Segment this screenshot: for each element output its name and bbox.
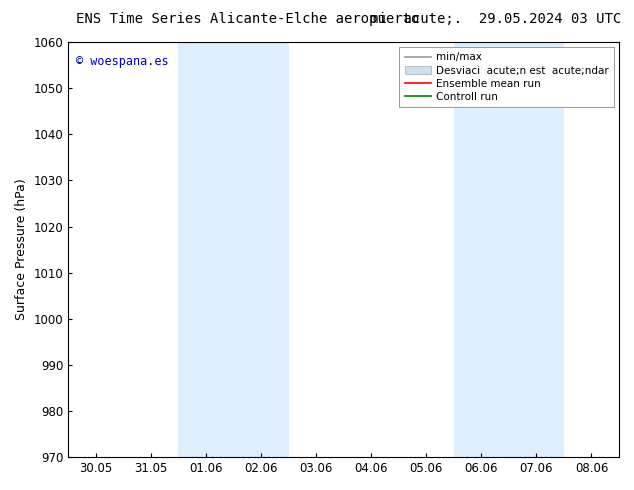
Legend: min/max, Desviaci  acute;n est  acute;ndar, Ensemble mean run, Controll run: min/max, Desviaci acute;n est acute;ndar… bbox=[399, 47, 614, 107]
Bar bbox=[454, 42, 564, 457]
Text: mi  acute;.  29.05.2024 03 UTC: mi acute;. 29.05.2024 03 UTC bbox=[370, 12, 621, 26]
Text: © woespana.es: © woespana.es bbox=[77, 54, 169, 68]
Text: ENS Time Series Alicante-Elche aeropuerto: ENS Time Series Alicante-Elche aeropuert… bbox=[76, 12, 420, 26]
Bar bbox=[178, 42, 288, 457]
Y-axis label: Surface Pressure (hPa): Surface Pressure (hPa) bbox=[15, 179, 28, 320]
